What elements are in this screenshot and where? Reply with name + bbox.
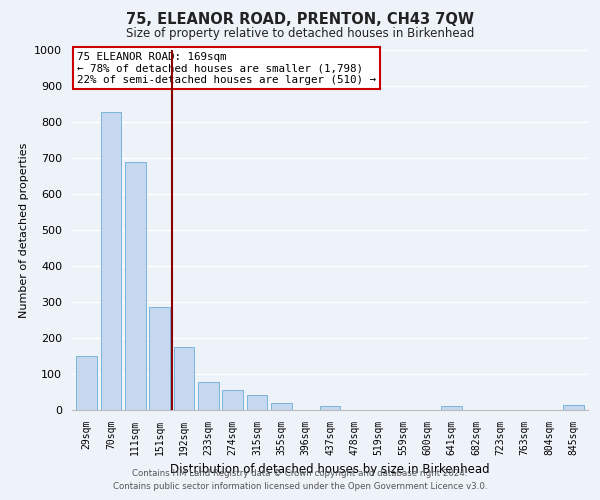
X-axis label: Distribution of detached houses by size in Birkenhead: Distribution of detached houses by size … — [170, 464, 490, 476]
Y-axis label: Number of detached properties: Number of detached properties — [19, 142, 29, 318]
Bar — [222, 390, 243, 410]
Text: Contains HM Land Registry data © Crown copyright and database right 2024.: Contains HM Land Registry data © Crown c… — [132, 468, 468, 477]
Text: Contains public sector information licensed under the Open Government Licence v3: Contains public sector information licen… — [113, 482, 487, 491]
Bar — [271, 403, 292, 410]
Bar — [563, 404, 584, 410]
Bar — [173, 347, 194, 410]
Bar — [76, 356, 97, 410]
Bar — [125, 162, 146, 410]
Bar — [247, 395, 268, 410]
Bar — [320, 406, 340, 410]
Text: 75 ELEANOR ROAD: 169sqm
← 78% of detached houses are smaller (1,798)
22% of semi: 75 ELEANOR ROAD: 169sqm ← 78% of detache… — [77, 52, 376, 85]
Text: Size of property relative to detached houses in Birkenhead: Size of property relative to detached ho… — [126, 28, 474, 40]
Bar — [442, 406, 462, 410]
Bar — [149, 308, 170, 410]
Bar — [101, 112, 121, 410]
Bar — [198, 382, 218, 410]
Text: 75, ELEANOR ROAD, PRENTON, CH43 7QW: 75, ELEANOR ROAD, PRENTON, CH43 7QW — [126, 12, 474, 28]
